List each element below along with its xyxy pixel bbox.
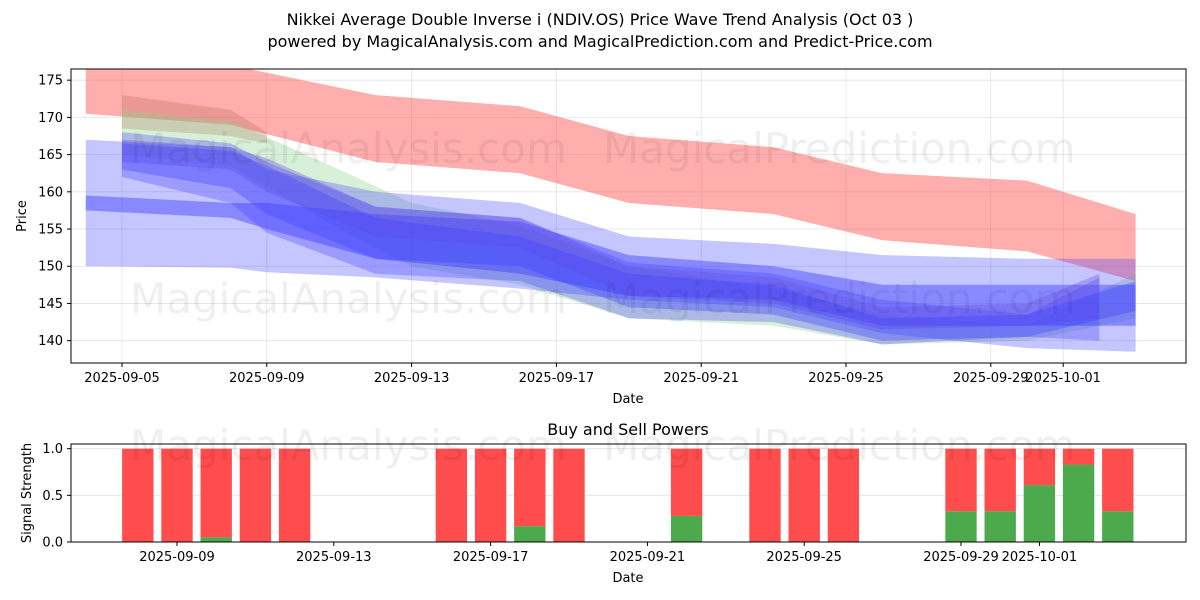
blue-band-2 [85,195,1136,326]
price-x-tick-label: 2025-09-05 [84,371,160,386]
buy-bar [945,511,977,542]
green-band-1 [122,109,1136,345]
price-y-tick-label: 165 [38,148,63,163]
watermark-4: MagicalPrediction.com [603,274,1076,323]
sell-bar [788,448,820,542]
buy-bar [1102,511,1134,542]
watermark-2: MagicalPrediction.com [603,124,1076,173]
price-x-tick-label: 2025-09-09 [229,371,305,386]
price-plot: MagicalAnalysis.com MagicalPrediction.co… [15,68,1187,407]
sell-bar [827,448,860,542]
buy-bar [200,537,232,542]
chart-subtitle: powered by MagicalAnalysis.com and Magic… [267,32,933,51]
signal-plot-frame [70,443,1187,543]
sell-bar [514,448,546,527]
sell-bar [435,448,468,542]
price-x-tick-label: 2025-09-13 [374,371,450,386]
signal-plot: Buy and Sell Powers MagicalAnalysis.com … [20,420,1187,586]
price-y-tick-label: 155 [38,223,63,238]
brown-band [122,95,267,144]
price-y-axis-label: Price [15,200,30,232]
sell-bar [1023,448,1056,486]
watermark-1: MagicalAnalysis.com [130,124,567,173]
blue-band-3 [122,132,1100,345]
watermark-6: MagicalPrediction.com [603,421,1076,470]
blue-band-4 [122,143,1136,341]
sell-bar [670,448,703,516]
price-y-tick-label: 140 [38,334,63,349]
buy-bar [670,515,703,542]
signal-y-tick-label: 1.0 [42,442,63,457]
watermark-5: MagicalAnalysis.com [130,421,567,470]
sell-bar [122,448,154,542]
signal-y-axis-label: Signal Strength [20,443,35,543]
sell-bar [239,448,272,542]
signal-y-tick-label: 0.5 [42,489,63,504]
buy-bar [1023,485,1056,542]
price-x-tick-label: 2025-09-29 [953,371,1029,386]
price-bands [85,69,1136,352]
sell-bar [984,448,1016,512]
signal-plot-title: Buy and Sell Powers [547,420,709,439]
blue-band-1 [85,139,1136,352]
price-x-tick-label: 2025-09-21 [663,371,739,386]
price-y-tick-label: 145 [38,297,63,312]
signal-y-tick-label: 0.0 [42,536,63,551]
price-y-tick-label: 170 [38,111,63,126]
signal-x-tick-label: 2025-10-01 [1002,550,1078,565]
chart-title: Nikkei Average Double Inverse i (NDIV.OS… [286,10,914,29]
sell-bar [161,448,193,542]
purple-band [122,139,1100,330]
buy-bar [1062,464,1095,542]
signal-y-ticks: 0.0 0.5 1.0 [42,442,71,551]
price-plot-frame [70,68,1187,364]
price-grid [71,69,1186,363]
buy-bar [514,526,546,542]
price-x-tick-label: 2025-10-01 [1025,371,1101,386]
sell-bar [200,448,232,538]
signal-x-ticks: 2025-09-09 2025-09-13 2025-09-17 2025-09-21… [139,542,1077,565]
price-x-tick-label: 2025-09-17 [519,371,595,386]
price-y-ticks: 140 145 150 155 160 165 170 175 [38,74,71,349]
sell-bar [474,448,507,542]
buy-bar [984,511,1016,542]
watermark-3: MagicalAnalysis.com [130,274,567,323]
signal-x-tick-label: 2025-09-25 [766,550,842,565]
signal-x-tick-label: 2025-09-29 [923,550,999,565]
price-y-tick-label: 160 [38,185,63,200]
signal-x-tick-label: 2025-09-17 [453,550,529,565]
signal-x-tick-label: 2025-09-21 [610,550,686,565]
sell-bar [945,448,977,512]
signal-x-tick-label: 2025-09-13 [296,550,372,565]
signal-x-tick-label: 2025-09-09 [139,550,215,565]
sell-bar [749,448,781,542]
sell-bar [1102,448,1134,512]
price-x-axis-label: Date [612,392,643,407]
price-y-tick-label: 150 [38,260,63,275]
sell-bar [1062,448,1095,465]
signal-bars [122,448,1134,542]
red-band [85,69,1136,282]
sell-bar [278,448,311,542]
sell-bar [553,448,585,542]
price-x-ticks: 2025-09-05 2025-09-09 2025-09-13 2025-09-17… [84,363,1101,386]
signal-x-axis-label: Date [612,571,643,586]
price-y-tick-label: 175 [38,74,63,89]
price-x-tick-label: 2025-09-25 [808,371,884,386]
